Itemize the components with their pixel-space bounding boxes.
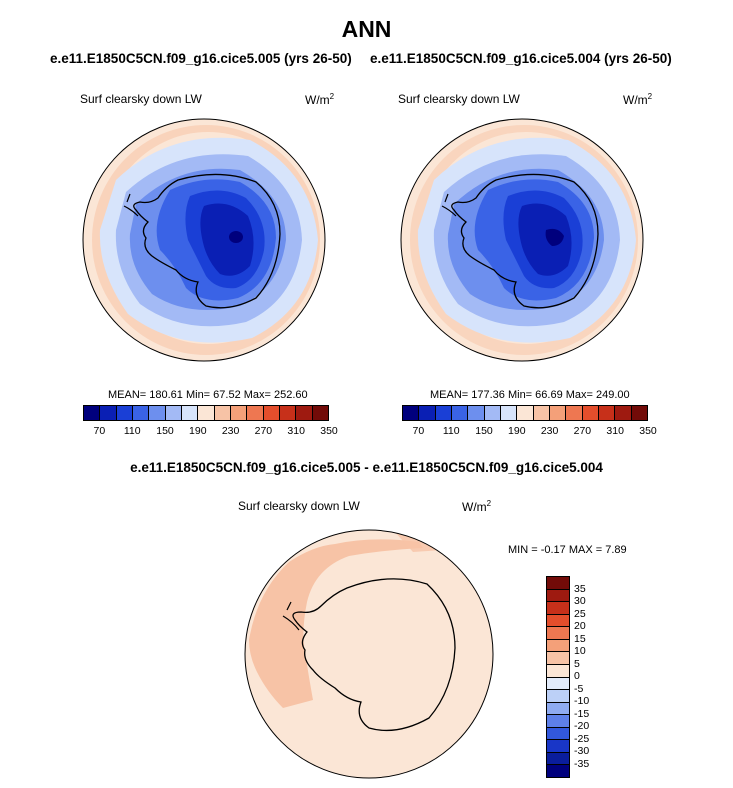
panel-2-title: e.e11.E1850C5CN.f09_g16.cice5.004 (yrs 2… — [370, 51, 672, 66]
colorbar-box — [484, 406, 501, 420]
diff-panel-polar-map — [244, 529, 494, 779]
colorbar-box — [582, 406, 599, 420]
panel-1-variable: Surf clearsky down LW — [80, 92, 202, 106]
colorbar-box — [247, 406, 264, 420]
main-title: ANN — [341, 16, 392, 42]
colorbar-box — [547, 677, 569, 691]
colorbar-box — [132, 406, 150, 420]
panel-1-colorbar: 70 110 150 190 230 270 310 350 — [83, 405, 338, 437]
colorbar-tick-label: 150 — [475, 425, 493, 437]
colorbar-box — [547, 765, 569, 777]
colorbar-box — [435, 406, 452, 420]
colorbar-tick-label: 190 — [189, 425, 207, 437]
colorbar-box — [547, 614, 569, 628]
colorbar-box — [533, 406, 550, 420]
colorbar-tick-label: 15 — [574, 632, 586, 645]
colorbar-box — [547, 577, 569, 590]
colorbar-box — [547, 652, 569, 665]
colorbar-box — [547, 752, 569, 766]
colorbar-tick-label: 270 — [573, 425, 592, 437]
colorbar-tick-label: -25 — [574, 732, 590, 745]
colorbar-box — [547, 639, 569, 653]
colorbar-box — [615, 406, 632, 420]
panel-2-colorbar: 70 110 150 190 230 270 310 350 — [402, 405, 657, 437]
colorbar-box — [547, 627, 569, 640]
colorbar-tick-label: 310 — [606, 425, 624, 437]
colorbar-tick-label: -5 — [574, 682, 584, 695]
colorbar-box — [116, 406, 133, 420]
colorbar-box — [468, 406, 485, 420]
colorbar-box — [451, 406, 469, 420]
colorbar-box — [100, 406, 117, 420]
colorbar-tick-label: 70 — [412, 425, 425, 437]
panel-2-units: W/m2 — [623, 92, 653, 107]
colorbar-box — [149, 406, 166, 420]
colorbar-tick-label: 350 — [320, 425, 338, 437]
diff-panel-units: W/m2 — [462, 499, 492, 514]
colorbar-box — [547, 690, 569, 703]
colorbar-box — [230, 406, 248, 420]
colorbar-tick-label: 110 — [123, 425, 141, 437]
colorbar-tick-label: -35 — [574, 757, 590, 770]
colorbar-box — [598, 406, 616, 420]
panel-1-polar-map — [82, 118, 326, 362]
colorbar-swatches — [83, 405, 329, 421]
colorbar-tick-label: 70 — [93, 425, 106, 437]
colorbar-box — [566, 406, 583, 420]
colorbar-tick-label: 10 — [574, 645, 586, 657]
colorbar-box — [263, 406, 280, 420]
colorbar-tick-label: -20 — [574, 720, 590, 732]
colorbar-tick-label: 150 — [156, 425, 174, 437]
colorbar-tick-label: 190 — [508, 425, 526, 437]
colorbar-tick-label: 270 — [254, 425, 273, 437]
colorbar-box — [500, 406, 518, 420]
colorbar-tick-label: -10 — [574, 695, 590, 707]
panel-2-stats: MEAN= 177.36 Min= 66.69 Max= 249.00 — [430, 389, 630, 401]
colorbar-tick-label: 25 — [574, 607, 586, 620]
panel-2-variable: Surf clearsky down LW — [398, 92, 520, 106]
colorbar-swatches — [402, 405, 648, 421]
diff-colorbar — [546, 576, 570, 778]
colorbar-box — [296, 406, 313, 420]
panel-2-polar-map — [400, 118, 644, 362]
colorbar-tick-label: 0 — [574, 670, 580, 682]
panel-1-units: W/m2 — [305, 92, 335, 107]
colorbar-box — [547, 740, 569, 753]
colorbar-box — [84, 406, 101, 420]
colorbar-box — [547, 715, 569, 728]
colorbar-tick-label: 230 — [540, 425, 559, 437]
colorbar-tick-label: 35 — [574, 582, 586, 595]
colorbar-box — [279, 406, 297, 420]
colorbar-box — [547, 702, 569, 716]
colorbar-box — [165, 406, 182, 420]
panel-1-stats: MEAN= 180.61 Min= 67.52 Max= 252.60 — [108, 389, 308, 401]
colorbar-box — [547, 727, 569, 741]
colorbar-tick-label: -15 — [574, 707, 590, 720]
colorbar-box — [198, 406, 215, 420]
diff-colorbar-labels: 35 30 25 20 15 10 5 0 -5 -10 -15 -20 -25 -30 -35 — [574, 576, 604, 776]
colorbar-box — [631, 406, 647, 420]
colorbar-box — [214, 406, 231, 420]
colorbar-tick-label: 230 — [221, 425, 240, 437]
colorbar-box — [547, 664, 569, 678]
colorbar-box — [547, 602, 569, 615]
colorbar-box — [312, 406, 328, 420]
diff-panel-title: e.e11.E1850C5CN.f09_g16.cice5.005 - e.e1… — [130, 460, 603, 475]
colorbar-box — [419, 406, 436, 420]
colorbar-box — [181, 406, 199, 420]
panel-1-title: e.e11.E1850C5CN.f09_g16.cice5.005 (yrs 2… — [50, 51, 352, 66]
diff-panel-stats: MIN = -0.17 MAX = 7.89 — [508, 544, 627, 556]
diff-panel-variable: Surf clearsky down LW — [238, 499, 360, 513]
colorbar-tick-label: 110 — [442, 425, 460, 437]
colorbar-tick-label: 20 — [574, 620, 586, 632]
colorbar-tick-label: 30 — [574, 595, 586, 607]
colorbar-tick-label: 350 — [639, 425, 657, 437]
colorbar-tick-label: -30 — [574, 745, 590, 757]
colorbar-tick-label: 310 — [287, 425, 305, 437]
colorbar-box — [549, 406, 567, 420]
colorbar-box — [403, 406, 420, 420]
colorbar-box — [517, 406, 534, 420]
colorbar-box — [547, 589, 569, 603]
colorbar-tick-label: 5 — [574, 657, 580, 670]
